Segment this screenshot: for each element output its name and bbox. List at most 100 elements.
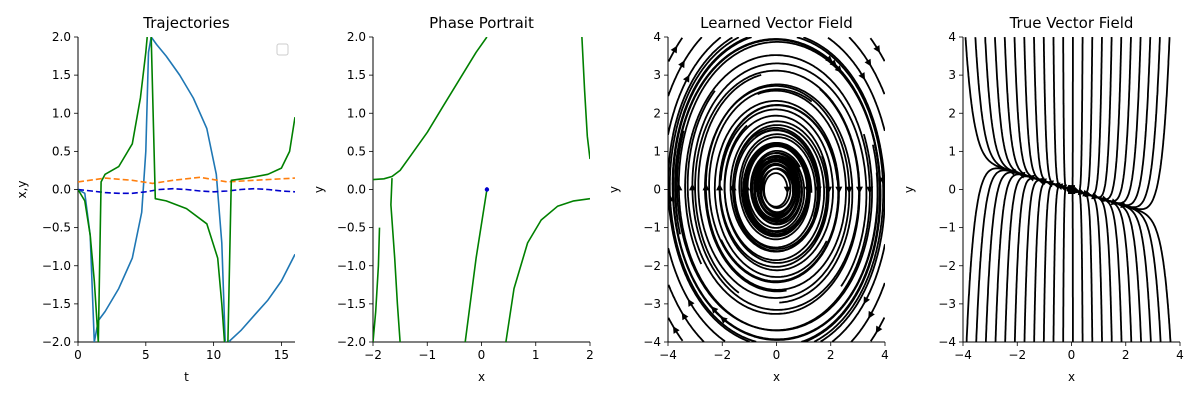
streamline-21: [1062, 186, 1073, 342]
y-tick-label: −2: [643, 259, 661, 273]
y-tick-label: 0.5: [347, 144, 366, 158]
series-line-5: [581, 37, 590, 160]
streamline-arrow-16: [688, 183, 696, 191]
y-tick-label: 2.0: [347, 30, 366, 44]
streamline-16: [1042, 37, 1073, 191]
streamline-33: [1070, 188, 1123, 342]
streamline-arrow-19: [673, 326, 680, 334]
phase-portrait-panel: Phase Portrait −2 −1 0 1 2 −2.0 −1.5 −1.0 −0.5 0.0…: [312, 14, 594, 384]
streamline-arrow-20: [868, 310, 875, 319]
y-tick-label: −1: [938, 221, 956, 235]
y-tick-label: 0.5: [52, 144, 71, 158]
y-tick-label: −3: [938, 297, 956, 311]
streamline-arrow-22: [863, 296, 871, 305]
y-tick-label: −1.5: [337, 297, 366, 311]
streamline-23: [1070, 189, 1074, 342]
streamline-arrow-28: [825, 55, 833, 63]
x-tick-label: −1: [418, 348, 436, 362]
y-tick-label: 2: [948, 106, 956, 120]
y-tick-label: 1: [653, 144, 661, 158]
y-tick-label: −1.5: [42, 297, 71, 311]
x-tick-label: 10: [206, 348, 221, 362]
streamline-arrow-30: [880, 178, 885, 186]
streamline-20: [1062, 37, 1073, 193]
y-tick-label: 2: [653, 106, 661, 120]
streamline-arrow-17: [675, 183, 683, 191]
panel-title: Phase Portrait: [429, 14, 534, 32]
x-axis-label: t: [184, 370, 189, 384]
x-tick-label: 2: [1122, 348, 1130, 362]
y-tick-label: −4: [643, 335, 661, 349]
panel-title: Learned Vector Field: [700, 14, 853, 32]
streamline-arrow-31: [668, 194, 674, 202]
y-tick-label: 1.0: [52, 106, 71, 120]
y-axis-label: y: [312, 186, 326, 193]
x-tick-label: 0: [478, 348, 486, 362]
x-tick-label: −4: [954, 348, 972, 362]
streamline-arrow-36: [873, 45, 880, 53]
streamline-arrow-37: [670, 45, 678, 54]
y-tick-label: −0.5: [42, 221, 71, 235]
x-tick-label: 0: [1068, 348, 1076, 362]
y-tick-label: 1.5: [52, 68, 71, 82]
streamline-29: [1068, 187, 1103, 342]
learned-vector-field-panel: Learned Vector Field −4 −2 0 2 4 −4 −3 −2 −1 0 1 2 3 4…: [607, 14, 889, 384]
x-axis-label: x: [773, 370, 780, 384]
y-axis-label: y: [902, 186, 916, 193]
y-axis-label: y: [607, 186, 621, 193]
y-tick-label: −1.0: [337, 259, 366, 273]
y-tick-label: −3: [643, 297, 661, 311]
x-tick-label: 5: [142, 348, 150, 362]
streamline-arrow-12: [743, 183, 751, 191]
x-axis-label: x: [1068, 370, 1075, 384]
x-tick-label: 0: [773, 348, 781, 362]
streamline-arrow-15: [702, 183, 710, 191]
streamline-28: [1069, 37, 1103, 197]
y-tick-label: 3: [653, 68, 661, 82]
x-tick-label: 2: [827, 348, 835, 362]
series-line-1: [227, 253, 295, 342]
streamline-arrow-35: [678, 60, 685, 69]
y-tick-label: 1: [948, 144, 956, 158]
streamline-32: [1069, 37, 1123, 201]
streamline-22: [1070, 37, 1074, 192]
series-line-3: [464, 189, 488, 342]
y-tick-label: 0: [948, 183, 956, 197]
streamline-arrow-18: [875, 325, 883, 334]
y-tick-label: −1: [643, 221, 661, 235]
y-tick-label: 0.0: [347, 183, 366, 197]
x-tick-label: 4: [881, 348, 889, 362]
series-line-5: [150, 37, 226, 342]
streamline-arrow-0: [783, 186, 791, 194]
y-tick-label: −2.0: [42, 335, 71, 349]
y-axis-label: x,y: [15, 180, 29, 198]
true-vector-field-panel: True Vector Field −4 −2 0 2 4 −4 −3 −2 −1 0 1 2 3 4 x y: [902, 14, 1184, 384]
y-tick-label: 0.0: [52, 183, 71, 197]
y-tick-label: 1.0: [347, 106, 366, 120]
x-tick-label: −2: [713, 348, 731, 362]
series-line-0: [78, 37, 226, 342]
streamline-arrow-11: [756, 183, 764, 191]
y-tick-label: −2.0: [337, 335, 366, 349]
x-tick-label: 2: [586, 348, 594, 362]
x-tick-label: 4: [1176, 348, 1184, 362]
legend-box: [276, 43, 289, 56]
streamline-17: [1042, 183, 1074, 342]
y-tick-label: 3: [948, 68, 956, 82]
streamline-arrow-34: [864, 58, 872, 67]
x-tick-label: 15: [274, 348, 289, 362]
y-tick-label: 4: [948, 30, 956, 44]
streamline-arrow-23: [687, 299, 695, 307]
y-tick-label: 4: [653, 30, 661, 44]
y-tick-label: −0.5: [337, 221, 366, 235]
x-tick-label: −2: [1008, 348, 1026, 362]
x-tick-label: 1: [532, 348, 540, 362]
y-tick-label: 0: [653, 183, 661, 197]
trajectories-panel: Trajectories 0 5 10 15 −2.0 −1.5 −1.0 −0.5 0.0 0.5…: [15, 14, 295, 384]
y-tick-label: −1.0: [42, 259, 71, 273]
series-line-6: [227, 116, 295, 342]
panel-title: True Vector Field: [1009, 14, 1134, 32]
streamline-arrow-32: [858, 72, 866, 80]
series-line-4: [78, 37, 148, 342]
